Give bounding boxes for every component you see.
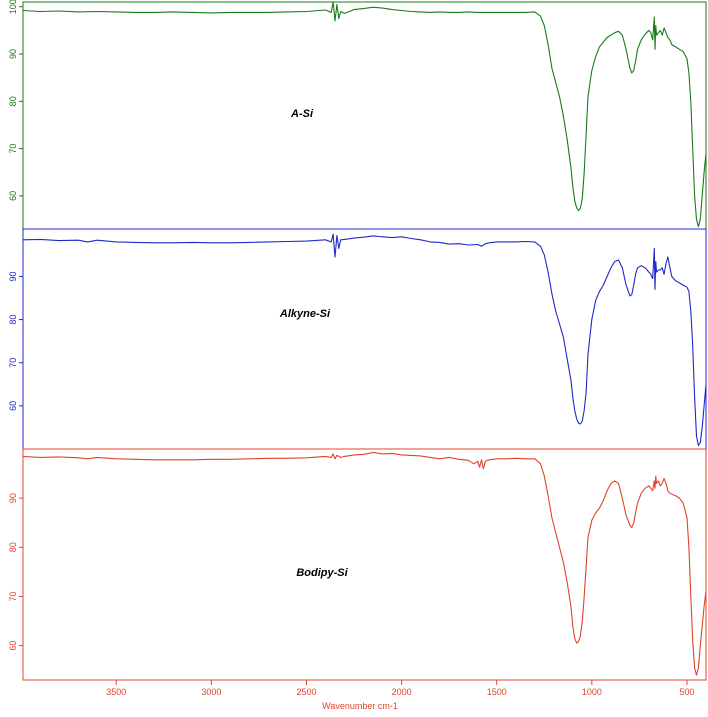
- panel-label-bodipy-si: Bodipy-Si: [296, 567, 348, 579]
- x-tick-label: 3000: [201, 687, 221, 697]
- panel-frame-a-si: [22, 1, 707, 230]
- y-tick-label-bodipy-si: 90: [8, 493, 18, 503]
- x-tick-label: 3500: [106, 687, 126, 697]
- y-tick-label-a-si: 100: [8, 0, 18, 14]
- series-line-bodipy-si: [22, 451, 707, 676]
- y-tick-label-a-si: 60: [8, 191, 18, 201]
- y-tick-label-bodipy-si: 60: [8, 641, 18, 651]
- y-tick-label-alkyne-si: 80: [8, 315, 18, 325]
- y-tick-label-a-si: 90: [8, 49, 18, 59]
- series-line-a-si: [22, 1, 707, 228]
- x-tick-label: 2000: [392, 687, 412, 697]
- x-tick-label: 1000: [582, 687, 602, 697]
- x-tick-label: 1500: [487, 687, 507, 697]
- y-tick-label-a-si: 80: [8, 96, 18, 106]
- y-tick-label-alkyne-si: 70: [8, 358, 18, 368]
- y-tick-label-bodipy-si: 80: [8, 542, 18, 552]
- plot-layer: 60 70 80 90 100 60 70 80 90 60 70 80 90 3500 3000 2500 2…: [8, 0, 707, 697]
- panel-label-a-si: A-Si: [290, 108, 314, 120]
- y-tick-label-bodipy-si: 70: [8, 591, 18, 601]
- y-tick-label-alkyne-si: 60: [8, 401, 18, 411]
- y-tick-label-alkyne-si: 90: [8, 271, 18, 281]
- x-axis-title: Wavenumber cm-1: [322, 701, 398, 711]
- panel-frame-alkyne-si: [22, 228, 707, 450]
- y-tick-label-a-si: 70: [8, 144, 18, 154]
- panel-frame-bodipy-si: [22, 448, 707, 681]
- x-tick-label: 500: [679, 687, 694, 697]
- series-line-alkyne-si: [22, 233, 707, 447]
- x-tick-label: 2500: [296, 687, 316, 697]
- panel-label-alkyne-si: Alkyne-Si: [279, 308, 331, 320]
